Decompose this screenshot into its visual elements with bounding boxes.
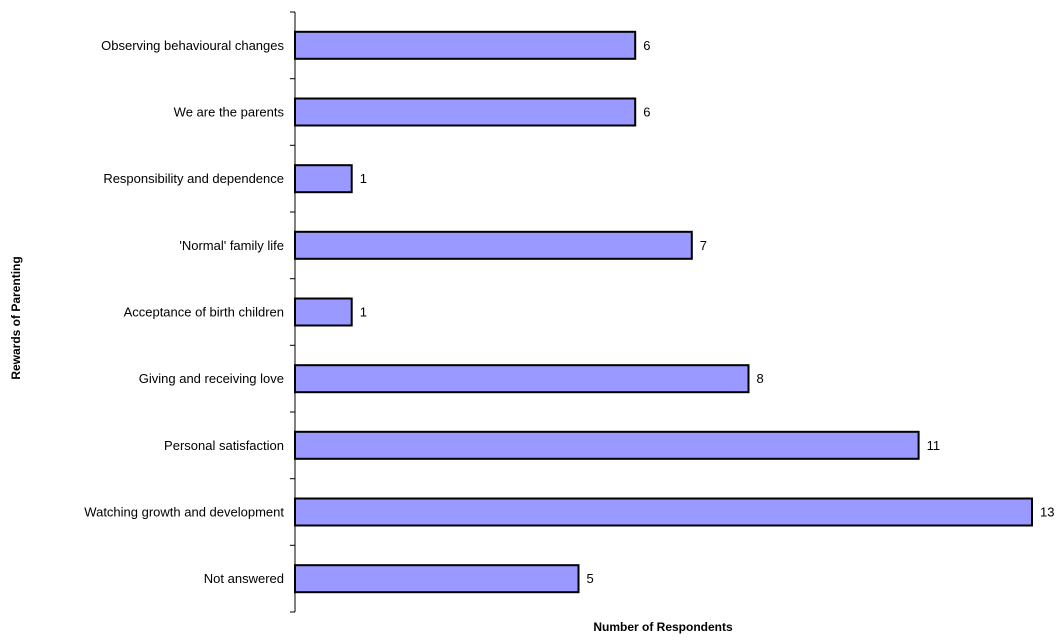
bar-4: [294, 297, 353, 327]
category-axis-labels: Observing behavioural changes We are the …: [84, 38, 284, 586]
bar-8: [294, 564, 580, 594]
bar-7: [294, 497, 1033, 527]
category-label: Responsibility and dependence: [103, 171, 284, 186]
data-label: 6: [643, 38, 650, 53]
category-label: Not answered: [204, 571, 284, 586]
data-labels-group: 6 6 1 7 1 8 11 13 5: [360, 38, 1055, 586]
data-label: 7: [700, 238, 707, 253]
bar-3: [294, 230, 693, 260]
category-label: 'Normal' family life: [179, 238, 284, 253]
bar-0: [294, 30, 637, 60]
data-label: 1: [360, 305, 367, 320]
bar-2: [294, 164, 353, 194]
category-label: Personal satisfaction: [164, 438, 284, 453]
bars-group: [294, 30, 1033, 594]
bar-5: [294, 364, 750, 394]
data-label: 11: [927, 438, 941, 453]
data-label: 1: [360, 171, 367, 186]
data-label: 6: [643, 105, 650, 120]
data-label: 8: [757, 371, 764, 386]
bar-1: [294, 97, 637, 127]
y-axis-title: Rewards of Parenting: [9, 256, 23, 379]
category-label: Observing behavioural changes: [101, 38, 284, 53]
data-label: 5: [587, 571, 594, 586]
data-label: 13: [1040, 505, 1054, 520]
bar-6: [294, 430, 920, 460]
category-label: Watching growth and development: [84, 505, 284, 520]
category-axis: [290, 11, 296, 613]
category-label: We are the parents: [174, 105, 285, 120]
category-label: Acceptance of birth children: [124, 305, 284, 320]
category-label: Giving and receiving love: [139, 371, 284, 386]
x-axis-title: Number of Respondents: [593, 620, 733, 634]
